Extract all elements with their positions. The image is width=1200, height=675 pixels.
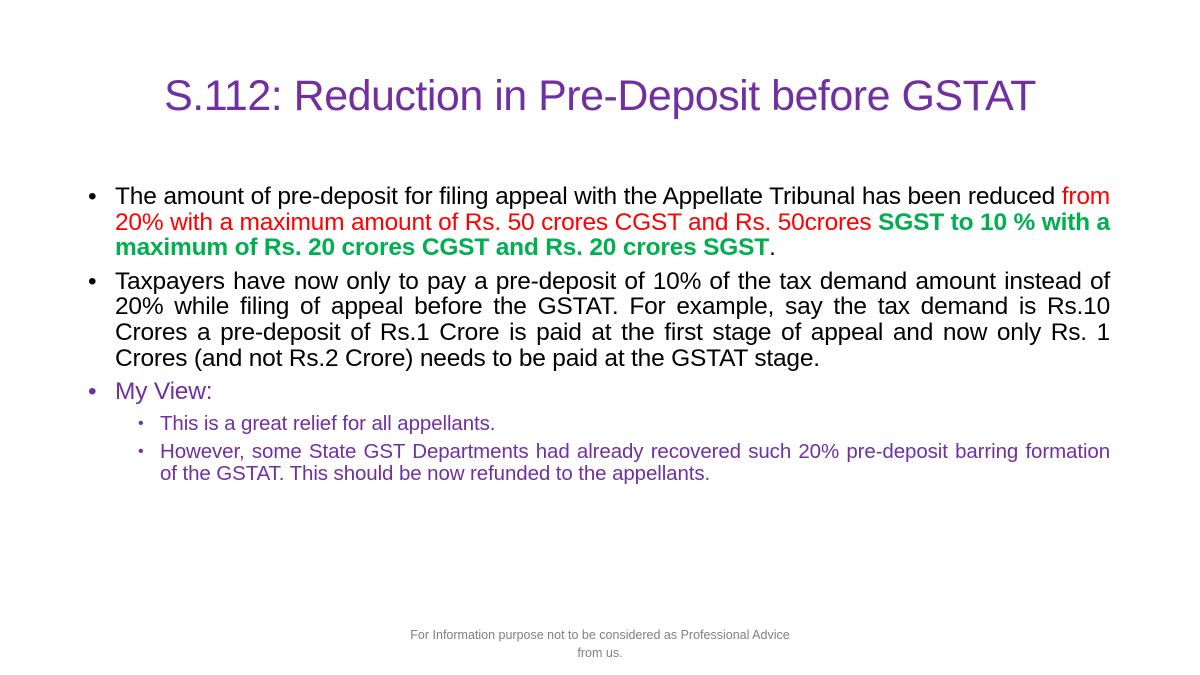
bullet-icon: • bbox=[88, 267, 97, 295]
bullet-text: The amount of pre-deposit for filing app… bbox=[115, 183, 1062, 210]
bullet-my-view: • My View: bbox=[88, 379, 1110, 405]
sub-bullet-text: This is a great relief for all appellant… bbox=[160, 411, 496, 435]
bullet-end: . bbox=[769, 234, 776, 262]
sub-bullet-refund: • However, some State GST Departments ha… bbox=[138, 441, 1110, 484]
bullet-pre-deposit-reduction: • The amount of pre-deposit for filing a… bbox=[88, 184, 1110, 261]
bullet-icon: • bbox=[138, 443, 144, 461]
sub-bullet-relief: • This is a great relief for all appella… bbox=[138, 413, 1110, 435]
bullet-example: • Taxpayers have now only to pay a pre-d… bbox=[88, 269, 1110, 371]
disclaimer-footer: For Information purpose not to be consid… bbox=[410, 628, 790, 660]
bullet-icon: • bbox=[88, 183, 97, 210]
bullet-text: Taxpayers have now only to pay a pre-dep… bbox=[115, 267, 1110, 372]
new-limit-text: SGST to 10 % with a maximum of Rs. 20 cr… bbox=[115, 208, 1110, 262]
old-limit-text: from 20% with a maximum amount of Rs. 50… bbox=[115, 183, 1110, 236]
bullet-icon: • bbox=[138, 414, 144, 432]
bullet-text: My View: bbox=[115, 378, 213, 406]
sub-bullet-text: However, some State GST Departments had … bbox=[160, 440, 1110, 485]
slide-title: S.112: Reduction in Pre-Deposit before G… bbox=[164, 72, 1036, 120]
bullet-icon: • bbox=[88, 378, 97, 406]
slide-body: • The amount of pre-deposit for filing a… bbox=[88, 184, 1110, 491]
